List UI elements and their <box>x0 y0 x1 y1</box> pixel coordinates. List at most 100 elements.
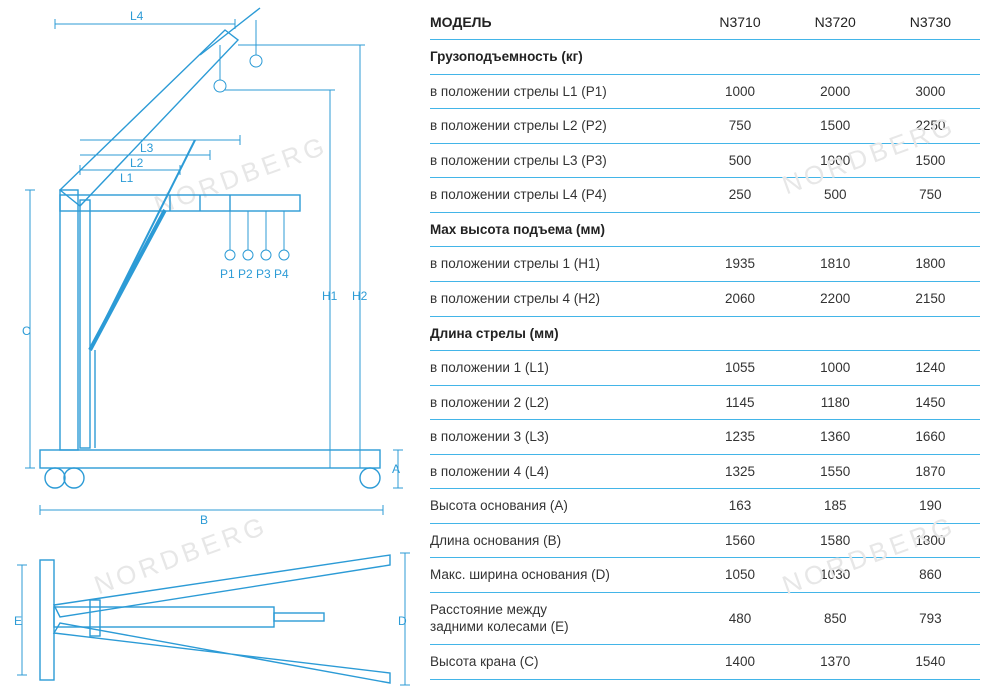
spec-table: МОДЕЛЬ N3710 N3720 N3730 Грузоподъемност… <box>430 5 980 680</box>
cell-value: 1000 <box>790 351 885 386</box>
label-D: D <box>398 614 407 628</box>
row-label: в положении 4 (L4) <box>430 454 694 489</box>
row-label: Длина основания (B) <box>430 523 694 558</box>
header-model-1: N3720 <box>790 5 885 40</box>
cell-value: 2250 <box>885 109 980 144</box>
cell-value: 1800 <box>885 523 980 558</box>
label-P: P1 P2 P3 P4 <box>220 267 289 281</box>
row-label: в положении стрелы L1 (P1) <box>430 74 694 109</box>
header-model-0: N3710 <box>694 5 789 40</box>
label-H2: H2 <box>352 289 368 303</box>
section-header: Грузоподъемность (кг) <box>430 40 980 75</box>
row-label: в положении 2 (L2) <box>430 385 694 420</box>
table-row: Макс. ширина основания (D)10501030860 <box>430 558 980 593</box>
cell-value: 480 <box>694 592 789 644</box>
cell-value: 1000 <box>790 143 885 178</box>
label-B: B <box>200 513 208 527</box>
label-H1: H1 <box>322 289 338 303</box>
cell-value: 1370 <box>790 645 885 680</box>
section-title: Длина стрелы (мм) <box>430 316 980 351</box>
plan-view-diagram: E D <box>0 545 420 695</box>
header-model-label: МОДЕЛЬ <box>430 5 694 40</box>
cell-value: 1450 <box>885 385 980 420</box>
row-label: Высота крана (C) <box>430 645 694 680</box>
table-row: в положении 1 (L1)105510001240 <box>430 351 980 386</box>
cell-value: 3000 <box>885 74 980 109</box>
row-label: в положении стрелы L3 (P3) <box>430 143 694 178</box>
cell-value: 185 <box>790 489 885 524</box>
label-A: A <box>392 462 400 476</box>
row-label: Высота основания (A) <box>430 489 694 524</box>
cell-value: 1240 <box>885 351 980 386</box>
cell-value: 190 <box>885 489 980 524</box>
table-row: в положении стрелы L2 (P2)75015002250 <box>430 109 980 144</box>
table-row: в положении стрелы 1 (H1)193518101800 <box>430 247 980 282</box>
header-model-2: N3730 <box>885 5 980 40</box>
table-row: Длина основания (B)156015801800 <box>430 523 980 558</box>
table-row: в положении стрелы L3 (P3)50010001500 <box>430 143 980 178</box>
cell-value: 1145 <box>694 385 789 420</box>
cell-value: 1360 <box>790 420 885 455</box>
cell-value: 1870 <box>885 454 980 489</box>
table-header-row: МОДЕЛЬ N3710 N3720 N3730 <box>430 5 980 40</box>
table-row: в положении 4 (L4)132515501870 <box>430 454 980 489</box>
cell-value: 1580 <box>790 523 885 558</box>
section-header: Max высота подъема (мм) <box>430 212 980 247</box>
cell-value: 500 <box>790 178 885 213</box>
cell-value: 250 <box>694 178 789 213</box>
cell-value: 1660 <box>885 420 980 455</box>
cell-value: 2060 <box>694 282 789 317</box>
table-row: в положении 3 (L3)123513601660 <box>430 420 980 455</box>
side-elevation-diagram: L1 L2 L3 L4 P1 P2 P3 P4 H1 H2 C B A <box>0 0 420 530</box>
label-L1: L1 <box>120 171 134 185</box>
cell-value: 1500 <box>790 109 885 144</box>
cell-value: 1030 <box>790 558 885 593</box>
cell-value: 850 <box>790 592 885 644</box>
label-L2: L2 <box>130 156 144 170</box>
label-L3: L3 <box>140 141 154 155</box>
section-title: Грузоподъемность (кг) <box>430 40 980 75</box>
cell-value: 1810 <box>790 247 885 282</box>
row-label: в положении стрелы L4 (P4) <box>430 178 694 213</box>
table-row: в положении стрелы 4 (H2)206022002150 <box>430 282 980 317</box>
diagram-area: NORDBERG NORDBERG <box>0 0 420 698</box>
cell-value: 750 <box>694 109 789 144</box>
row-label: в положении стрелы 4 (H2) <box>430 282 694 317</box>
label-C: C <box>22 324 31 338</box>
cell-value: 500 <box>694 143 789 178</box>
cell-value: 2200 <box>790 282 885 317</box>
section-header: Длина стрелы (мм) <box>430 316 980 351</box>
row-label: в положении 1 (L1) <box>430 351 694 386</box>
cell-value: 793 <box>885 592 980 644</box>
section-title: Max высота подъема (мм) <box>430 212 980 247</box>
cell-value: 750 <box>885 178 980 213</box>
cell-value: 1560 <box>694 523 789 558</box>
cell-value: 1325 <box>694 454 789 489</box>
table-row: в положении стрелы L4 (P4)250500750 <box>430 178 980 213</box>
cell-value: 2150 <box>885 282 980 317</box>
label-L4: L4 <box>130 9 144 23</box>
cell-value: 860 <box>885 558 980 593</box>
row-label: Расстояние междузадними колесами (E) <box>430 592 694 644</box>
table-row: в положении 2 (L2)114511801450 <box>430 385 980 420</box>
spec-table-area: NORDBERG NORDBERG МОДЕЛЬ N3710 N3720 N37… <box>420 0 1000 698</box>
cell-value: 1235 <box>694 420 789 455</box>
cell-value: 1180 <box>790 385 885 420</box>
cell-value: 1500 <box>885 143 980 178</box>
label-E: E <box>14 614 22 628</box>
row-label: в положении стрелы 1 (H1) <box>430 247 694 282</box>
row-label: Макс. ширина основания (D) <box>430 558 694 593</box>
table-row: Расстояние междузадними колесами (E)4808… <box>430 592 980 644</box>
cell-value: 1800 <box>885 247 980 282</box>
cell-value: 1540 <box>885 645 980 680</box>
row-label: в положении 3 (L3) <box>430 420 694 455</box>
cell-value: 1400 <box>694 645 789 680</box>
cell-value: 1935 <box>694 247 789 282</box>
table-row: Высота основания (A)163185190 <box>430 489 980 524</box>
row-label: в положении стрелы L2 (P2) <box>430 109 694 144</box>
cell-value: 163 <box>694 489 789 524</box>
cell-value: 2000 <box>790 74 885 109</box>
table-row: Высота крана (C)140013701540 <box>430 645 980 680</box>
cell-value: 1050 <box>694 558 789 593</box>
table-row: в положении стрелы L1 (P1)100020003000 <box>430 74 980 109</box>
